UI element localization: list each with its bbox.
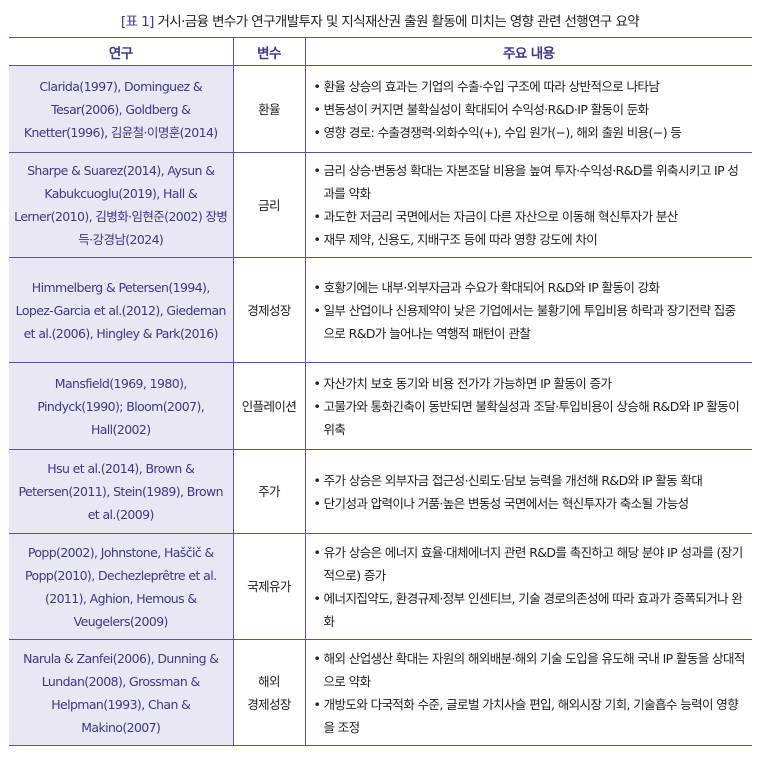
content-cell: 주가 상승은 외부자금 접근성·신뢰도·담보 능력을 개선해 R&D와 IP 활… — [304, 449, 752, 534]
table-row: Himmelberg & Petersen(1994), Lopez-Garci… — [9, 257, 752, 363]
content-point: 재무 제약, 신용도, 지배구조 등에 따라 영향 강도에 차이 — [314, 228, 747, 251]
content-cell: 자산가치 보호 동기와 비용 전가가 가능하면 IP 활동이 증가고물가와 통화… — [304, 362, 752, 450]
content-cell: 호황기에는 내부·외부자금과 수요가 확대되어 R&D와 IP 활동이 강화일부… — [304, 257, 752, 363]
variable-cell: 환율 — [232, 65, 305, 153]
study-cell: Popp(2002), Johnstone, Haščič & Popp(201… — [9, 533, 233, 640]
content-point: 호황기에는 내부·외부자금과 수요가 확대되어 R&D와 IP 활동이 강화 — [314, 276, 747, 299]
study-cell: Himmelberg & Petersen(1994), Lopez-Garci… — [9, 257, 233, 363]
content-point: 변동성이 커지면 불확실성이 확대되어 수익성·R&D·IP 활동이 둔화 — [314, 98, 747, 121]
table-number: [표 1] — [120, 14, 154, 30]
header-variable: 변수 — [232, 37, 305, 66]
study-cell: Clarida(1997), Dominguez & Tesar(2006), … — [9, 65, 233, 153]
content-point: 단기성과 압력이나 거품·높은 변동성 국면에서는 혁신투자가 축소될 가능성 — [314, 492, 747, 515]
table-title: 거시·금융 변수가 연구개발투자 및 지식재산권 출원 활동에 미치는 영향 관… — [157, 14, 640, 30]
study-cell: Hsu et al.(2014), Brown & Petersen(2011)… — [9, 449, 233, 534]
content-point: 금리 상승·변동성 확대는 자본조달 비용을 높여 투자·수익성·R&D를 위축… — [314, 159, 747, 205]
content-point: 자산가치 보호 동기와 비용 전가가 가능하면 IP 활동이 증가 — [314, 372, 747, 395]
variable-cell: 금리 — [232, 152, 305, 258]
study-cell: Mansfield(1969, 1980), Pindyck(1990); Bl… — [9, 362, 233, 450]
content-cell: 금리 상승·변동성 확대는 자본조달 비용을 높여 투자·수익성·R&D를 위축… — [304, 152, 752, 258]
literature-table: 연구 변수 주요 내용 Clarida(1997), Dominguez & T… — [9, 37, 752, 746]
content-point: 고물가와 통화긴축이 동반되면 불확실성과 조달·투입비용이 상승해 R&D와 … — [314, 395, 747, 441]
table-row: Narula & Zanfei(2006), Dunning & Lundan(… — [9, 639, 752, 746]
content-cell: 해외 산업생산 확대는 자원의 해외배분·해외 기술 도입을 유도해 국내 IP… — [304, 639, 752, 746]
content-point: 유가 상승은 에너지 효율·대체에너지 관련 R&D를 촉진하고 해당 분야 I… — [314, 541, 747, 587]
content-point: 개방도와 다국적화 수준, 글로벌 가치사슬 편입, 해외시장 기회, 기술흡수… — [314, 693, 747, 739]
content-point: 주가 상승은 외부자금 접근성·신뢰도·담보 능력을 개선해 R&D와 IP 활… — [314, 469, 747, 492]
content-cell: 유가 상승은 에너지 효율·대체에너지 관련 R&D를 촉진하고 해당 분야 I… — [304, 533, 752, 640]
table-row: Hsu et al.(2014), Brown & Petersen(2011)… — [9, 449, 752, 534]
table-row: Sharpe & Suarez(2014), Aysun & Kabukcuog… — [9, 152, 752, 258]
variable-cell: 국제유가 — [232, 533, 305, 640]
content-cell: 환율 상승의 효과는 기업의 수출·수입 구조에 따라 상반적으로 나타남변동성… — [304, 65, 752, 153]
header-row: 연구 변수 주요 내용 — [9, 37, 752, 66]
table-row: Popp(2002), Johnstone, Haščič & Popp(201… — [9, 533, 752, 640]
table-caption: [표 1] 거시·금융 변수가 연구개발투자 및 지식재산권 출원 활동에 미치… — [0, 10, 760, 30]
table-row: Mansfield(1969, 1980), Pindyck(1990); Bl… — [9, 362, 752, 450]
content-point: 에너지집약도, 환경규제·정부 인센티브, 기술 경로의존성에 따라 효과가 증… — [314, 587, 747, 633]
variable-cell: 주가 — [232, 449, 305, 534]
study-cell: Sharpe & Suarez(2014), Aysun & Kabukcuog… — [9, 152, 233, 258]
study-cell: Narula & Zanfei(2006), Dunning & Lundan(… — [9, 639, 233, 746]
variable-cell: 해외 경제성장 — [232, 639, 305, 746]
content-point: 해외 산업생산 확대는 자원의 해외배분·해외 기술 도입을 유도해 국내 IP… — [314, 647, 747, 693]
header-study: 연구 — [9, 37, 233, 66]
content-point: 일부 산업이나 신용제약이 낮은 기업에서는 불황기에 투입비용 하락과 장기전… — [314, 299, 747, 345]
content-point: 환율 상승의 효과는 기업의 수출·수입 구조에 따라 상반적으로 나타남 — [314, 75, 747, 98]
variable-cell: 경제성장 — [232, 257, 305, 363]
content-point: 영향 경로: 수출경쟁력·외화수익(+), 수입 원가(−), 해외 출원 비용… — [314, 121, 747, 144]
content-point: 과도한 저금리 국면에서는 자금이 다른 자산으로 이동해 혁신투자가 분산 — [314, 205, 747, 228]
table-row: Clarida(1997), Dominguez & Tesar(2006), … — [9, 65, 752, 153]
header-content: 주요 내용 — [304, 37, 752, 66]
variable-cell: 인플레이션 — [232, 362, 305, 450]
